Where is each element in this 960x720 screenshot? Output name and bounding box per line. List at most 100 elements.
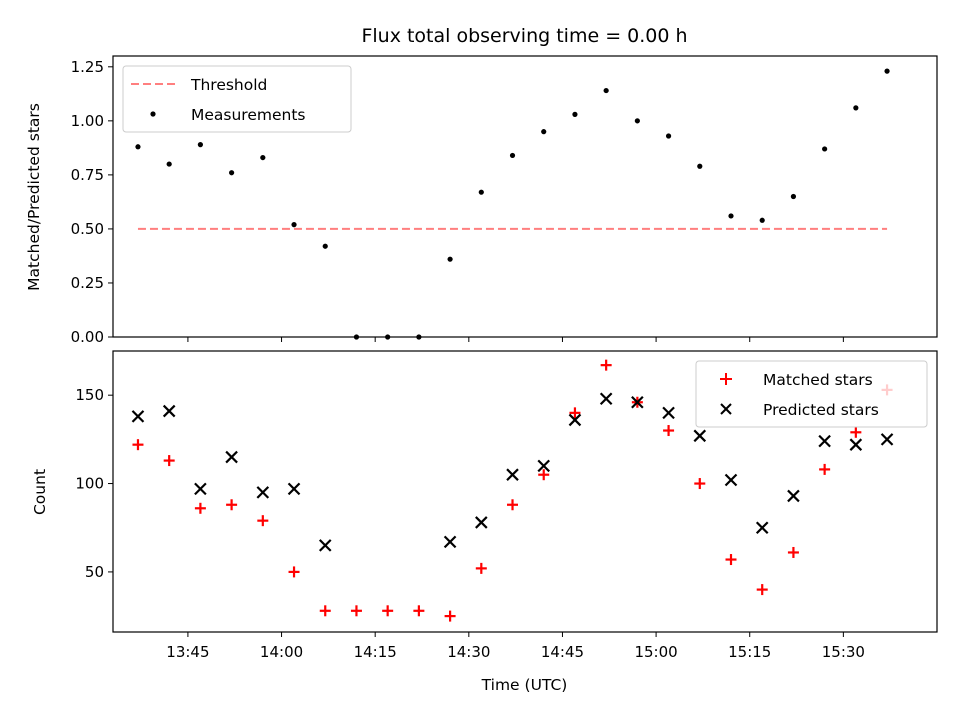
top-y-tick-label: 0.25: [71, 274, 104, 292]
top-legend-box: [122, 65, 352, 133]
bottom-y-axis-label: Count: [31, 469, 49, 515]
matched-star-point: [694, 478, 706, 490]
x-tick-label: 15:30: [822, 643, 865, 661]
measurement-point: [166, 161, 172, 167]
x-tick-label: 14:45: [541, 643, 584, 661]
matched-stars-points: [132, 359, 893, 622]
top-y-ticks: 0.00 0.25 0.50 0.75 1.00 1.25: [71, 58, 113, 346]
legend-threshold-label: Threshold: [190, 76, 267, 94]
top-legend: Threshold Measurements: [122, 65, 352, 133]
measurement-point: [197, 142, 203, 148]
predicted-star-point: [849, 438, 863, 451]
measurement-point: [572, 111, 578, 117]
legend-measurements-swatch: [150, 111, 156, 117]
measurement-point: [260, 154, 266, 161]
predicted-star-point: [537, 459, 551, 473]
bottom-plot-frame: [112, 350, 938, 633]
top-y-tick-label: 0.75: [71, 166, 104, 184]
matched-star-point: [350, 605, 362, 617]
predicted-star-point: [131, 410, 145, 423]
predicted-star-point: [475, 516, 488, 529]
matched-star-point: [600, 359, 612, 371]
top-y-tick-label: 1.25: [71, 58, 104, 76]
top-y-tick-label: 1.00: [71, 112, 104, 130]
matched-star-point: [725, 554, 737, 566]
measurement-point: [822, 146, 828, 152]
measurement-point: [509, 152, 516, 159]
chart-title: Flux total observing time = 0.00 h: [361, 25, 687, 47]
x-tick-label: 15:00: [634, 643, 677, 661]
predicted-star-point: [599, 392, 613, 405]
predicted-star-point: [568, 413, 582, 427]
bottom-y-tick-label: 100: [75, 475, 104, 493]
matched-star-point: [413, 605, 425, 617]
matched-star-point: [319, 605, 331, 617]
x-tick-label: 14:15: [354, 643, 397, 661]
measurement-points: [135, 68, 890, 340]
bottom-x-ticks: 13:45 14:00 14:15 14:30 14:45 15:00 15:15 15:30: [166, 632, 865, 661]
x-tick-label: 14:00: [260, 643, 303, 661]
bottom-y-ticks: 50 100 150: [75, 386, 113, 581]
predicted-star-point: [693, 429, 707, 443]
matched-star-point: [663, 425, 675, 437]
top-y-tick-label: 0.00: [71, 328, 104, 346]
predicted-star-point: [225, 450, 238, 464]
predicted-star-point: [256, 486, 270, 499]
matched-star-point: [226, 499, 238, 511]
matched-star-point: [569, 407, 581, 419]
predicted-star-point: [724, 473, 738, 487]
predicted-star-point: [880, 433, 894, 446]
measurement-point: [853, 105, 859, 111]
measurement-point: [665, 133, 672, 139]
predicted-star-point: [631, 395, 644, 409]
predicted-star-point: [287, 482, 301, 496]
predicted-star-point: [818, 434, 831, 448]
matched-star-point: [194, 502, 206, 514]
predicted-star-point: [443, 535, 457, 549]
matched-star-point: [475, 562, 487, 574]
x-tick-label: 15:15: [728, 643, 771, 661]
bottom-legend-box: [695, 360, 928, 428]
matched-star-point: [288, 566, 300, 578]
measurement-point: [884, 68, 890, 74]
measurement-point: [135, 144, 141, 150]
measurement-point: [229, 170, 235, 176]
predicted-star-point: [194, 482, 207, 496]
x-axis-label: Time (UTC): [481, 676, 568, 694]
measurement-point: [541, 129, 547, 135]
matched-star-point: [507, 499, 519, 511]
predicted-stars-points: [131, 392, 894, 552]
matched-star-point: [787, 546, 799, 558]
predicted-star-point: [787, 489, 800, 503]
matched-star-point: [382, 605, 394, 617]
legend-predicted-swatch: [720, 403, 732, 415]
measurement-point: [322, 243, 328, 249]
matched-star-point: [257, 515, 269, 527]
measurement-point: [603, 87, 609, 94]
bottom-y-tick-label: 150: [75, 386, 104, 404]
measurement-point: [478, 189, 484, 195]
predicted-star-point: [755, 521, 769, 535]
matched-star-point: [444, 610, 456, 622]
x-tick-label: 14:30: [447, 643, 490, 661]
measurement-point: [790, 193, 797, 200]
x-tick-label: 13:45: [166, 643, 209, 661]
matched-star-point: [538, 469, 550, 481]
measurement-point: [291, 222, 297, 228]
bottom-y-tick-label: 50: [85, 563, 104, 581]
predicted-star-point: [162, 404, 176, 418]
measurement-point: [728, 213, 734, 219]
measurement-point: [697, 163, 703, 169]
top-y-tick-label: 0.50: [71, 220, 104, 238]
legend-matched-label: Matched stars: [763, 371, 873, 389]
predicted-star-point: [506, 468, 519, 481]
legend-predicted-label: Predicted stars: [763, 401, 879, 419]
bottom-legend: Matched stars Predicted stars: [695, 360, 928, 428]
measurement-point: [634, 118, 640, 124]
legend-matched-swatch: [720, 373, 732, 385]
legend-measurements-label: Measurements: [191, 106, 306, 124]
top-y-axis-label: Matched/Predicted stars: [25, 103, 43, 291]
top-plot-frame: [112, 55, 938, 338]
measurement-point: [759, 217, 765, 223]
